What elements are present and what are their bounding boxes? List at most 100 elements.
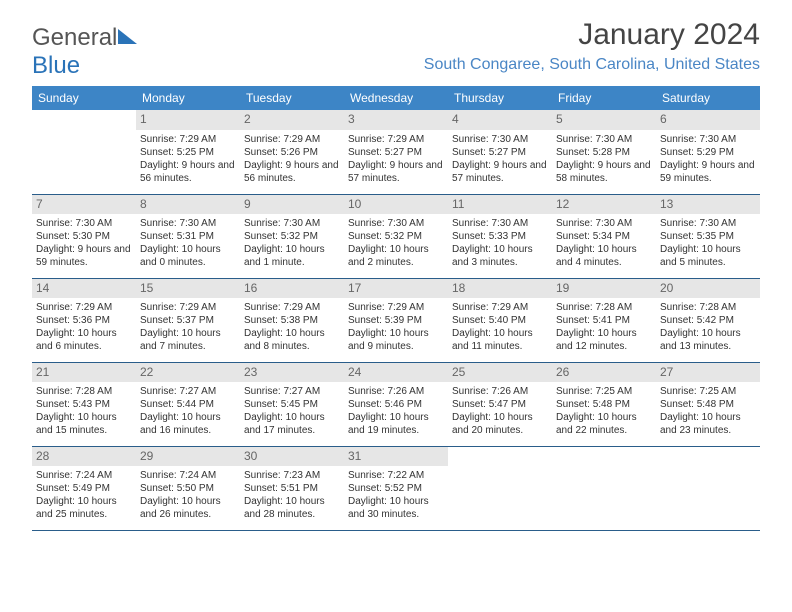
calendar-day-cell: 16Sunrise: 7:29 AMSunset: 5:38 PMDayligh…: [240, 278, 344, 362]
calendar-day-cell: 6 Sunrise: 7:30 AMSunset: 5:29 PMDaylight…: [656, 110, 760, 194]
calendar-day-cell: [552, 446, 656, 530]
day-header: Monday: [136, 86, 240, 110]
brand-part1: General: [32, 24, 117, 51]
brand-part2: Blue: [32, 52, 80, 79]
day-header: Thursday: [448, 86, 552, 110]
day-info: Sunrise: 7:27 AMSunset: 5:45 PMDaylight:…: [244, 385, 340, 437]
day-number: 30: [240, 447, 344, 467]
day-info: Sunrise: 7:30 AMSunset: 5:27 PMDaylight:…: [452, 133, 548, 185]
day-info: Sunrise: 7:25 AMSunset: 5:48 PMDaylight:…: [660, 385, 756, 437]
calendar-headers: SundayMondayTuesdayWednesdayThursdayFrid…: [32, 86, 760, 110]
day-header: Saturday: [656, 86, 760, 110]
calendar-day-cell: 30Sunrise: 7:23 AMSunset: 5:51 PMDayligh…: [240, 446, 344, 530]
brand-sail-icon: [117, 24, 139, 52]
day-info: Sunrise: 7:23 AMSunset: 5:51 PMDaylight:…: [244, 469, 340, 521]
calendar-table: SundayMondayTuesdayWednesdayThursdayFrid…: [32, 86, 760, 531]
day-info: Sunrise: 7:30 AMSunset: 5:32 PMDaylight:…: [244, 217, 340, 269]
day-info: Sunrise: 7:29 AMSunset: 5:40 PMDaylight:…: [452, 301, 548, 353]
calendar-day-cell: 13Sunrise: 7:30 AMSunset: 5:35 PMDayligh…: [656, 194, 760, 278]
day-info: Sunrise: 7:29 AMSunset: 5:36 PMDaylight:…: [36, 301, 132, 353]
day-info: Sunrise: 7:25 AMSunset: 5:48 PMDaylight:…: [556, 385, 652, 437]
day-number: 3: [344, 110, 448, 130]
calendar-day-cell: 5Sunrise: 7:30 AMSunset: 5:28 PMDaylight…: [552, 110, 656, 194]
calendar-week-row: 7Sunrise: 7:30 AMSunset: 5:30 PMDaylight…: [32, 194, 760, 278]
day-info: Sunrise: 7:29 AMSunset: 5:26 PMDaylight:…: [244, 133, 340, 185]
day-number: 9: [240, 195, 344, 215]
day-number: 20: [656, 279, 760, 299]
calendar-day-cell: 8Sunrise: 7:30 AMSunset: 5:31 PMDaylight…: [136, 194, 240, 278]
day-number: 31: [344, 447, 448, 467]
day-number: 17: [344, 279, 448, 299]
calendar-day-cell: 25Sunrise: 7:26 AMSunset: 5:47 PMDayligh…: [448, 362, 552, 446]
day-info: Sunrise: 7:29 AMSunset: 5:25 PMDaylight:…: [140, 133, 236, 185]
day-info: Sunrise: 7:29 AMSunset: 5:39 PMDaylight:…: [348, 301, 444, 353]
calendar-day-cell: 12Sunrise: 7:30 AMSunset: 5:34 PMDayligh…: [552, 194, 656, 278]
day-info: Sunrise: 7:30 AMSunset: 5:33 PMDaylight:…: [452, 217, 548, 269]
calendar-day-cell: 10Sunrise: 7:30 AMSunset: 5:32 PMDayligh…: [344, 194, 448, 278]
calendar-day-cell: 24Sunrise: 7:26 AMSunset: 5:46 PMDayligh…: [344, 362, 448, 446]
calendar-day-cell: 11Sunrise: 7:30 AMSunset: 5:33 PMDayligh…: [448, 194, 552, 278]
calendar-day-cell: 3Sunrise: 7:29 AMSunset: 5:27 PMDaylight…: [344, 110, 448, 194]
calendar-day-cell: 21Sunrise: 7:28 AMSunset: 5:43 PMDayligh…: [32, 362, 136, 446]
day-number: 12: [552, 195, 656, 215]
day-info: Sunrise: 7:28 AMSunset: 5:42 PMDaylight:…: [660, 301, 756, 353]
calendar-day-cell: 31Sunrise: 7:22 AMSunset: 5:52 PMDayligh…: [344, 446, 448, 530]
day-info: Sunrise: 7:30 AMSunset: 5:34 PMDaylight:…: [556, 217, 652, 269]
day-info: Sunrise: 7:29 AMSunset: 5:37 PMDaylight:…: [140, 301, 236, 353]
day-number: 21: [32, 363, 136, 383]
day-number: 7: [32, 195, 136, 215]
calendar-week-row: 21Sunrise: 7:28 AMSunset: 5:43 PMDayligh…: [32, 362, 760, 446]
month-title: January 2024: [424, 18, 760, 52]
day-header: Sunday: [32, 86, 136, 110]
calendar-day-cell: 20Sunrise: 7:28 AMSunset: 5:42 PMDayligh…: [656, 278, 760, 362]
day-info: Sunrise: 7:30 AMSunset: 5:29 PMDaylight:…: [660, 133, 756, 185]
day-number: 22: [136, 363, 240, 383]
calendar-day-cell: 27Sunrise: 7:25 AMSunset: 5:48 PMDayligh…: [656, 362, 760, 446]
day-number: 25: [448, 363, 552, 383]
day-number: 29: [136, 447, 240, 467]
calendar-day-cell: [656, 446, 760, 530]
day-info: Sunrise: 7:22 AMSunset: 5:52 PMDaylight:…: [348, 469, 444, 521]
brand-text: GeneralBlue: [32, 24, 139, 80]
day-info: Sunrise: 7:30 AMSunset: 5:32 PMDaylight:…: [348, 217, 444, 269]
location-text: South Congaree, South Carolina, United S…: [424, 56, 760, 74]
day-info: Sunrise: 7:24 AMSunset: 5:49 PMDaylight:…: [36, 469, 132, 521]
day-number: 2: [240, 110, 344, 130]
calendar-day-cell: 28Sunrise: 7:24 AMSunset: 5:49 PMDayligh…: [32, 446, 136, 530]
calendar-body: 1Sunrise: 7:29 AMSunset: 5:25 PMDaylight…: [32, 110, 760, 530]
day-header: Tuesday: [240, 86, 344, 110]
day-number: 10: [344, 195, 448, 215]
day-number: 18: [448, 279, 552, 299]
calendar-day-cell: 23Sunrise: 7:27 AMSunset: 5:45 PMDayligh…: [240, 362, 344, 446]
day-header: Wednesday: [344, 86, 448, 110]
day-info: Sunrise: 7:28 AMSunset: 5:41 PMDaylight:…: [556, 301, 652, 353]
calendar-day-cell: 26Sunrise: 7:25 AMSunset: 5:48 PMDayligh…: [552, 362, 656, 446]
day-number: 28: [32, 447, 136, 467]
page-header: GeneralBlue January 2024 South Congaree,…: [32, 18, 760, 80]
calendar-day-cell: 7Sunrise: 7:30 AMSunset: 5:30 PMDaylight…: [32, 194, 136, 278]
calendar-day-cell: [448, 446, 552, 530]
calendar-day-cell: 22Sunrise: 7:27 AMSunset: 5:44 PMDayligh…: [136, 362, 240, 446]
day-info: Sunrise: 7:30 AMSunset: 5:28 PMDaylight:…: [556, 133, 652, 185]
day-number: 11: [448, 195, 552, 215]
title-block: January 2024 South Congaree, South Carol…: [424, 18, 760, 74]
calendar-day-cell: 9Sunrise: 7:30 AMSunset: 5:32 PMDaylight…: [240, 194, 344, 278]
day-number: 6: [656, 110, 760, 130]
calendar-day-cell: 19Sunrise: 7:28 AMSunset: 5:41 PMDayligh…: [552, 278, 656, 362]
calendar-week-row: 28Sunrise: 7:24 AMSunset: 5:49 PMDayligh…: [32, 446, 760, 530]
day-number: 24: [344, 363, 448, 383]
calendar-week-row: 14Sunrise: 7:29 AMSunset: 5:36 PMDayligh…: [32, 278, 760, 362]
day-number: 19: [552, 279, 656, 299]
day-info: Sunrise: 7:30 AMSunset: 5:31 PMDaylight:…: [140, 217, 236, 269]
day-header: Friday: [552, 86, 656, 110]
day-number: 14: [32, 279, 136, 299]
day-number: 16: [240, 279, 344, 299]
day-number: 23: [240, 363, 344, 383]
day-number: 26: [552, 363, 656, 383]
day-info: Sunrise: 7:27 AMSunset: 5:44 PMDaylight:…: [140, 385, 236, 437]
day-info: Sunrise: 7:26 AMSunset: 5:47 PMDaylight:…: [452, 385, 548, 437]
brand-logo: GeneralBlue: [32, 24, 139, 80]
day-number: 15: [136, 279, 240, 299]
day-info: Sunrise: 7:24 AMSunset: 5:50 PMDaylight:…: [140, 469, 236, 521]
day-info: Sunrise: 7:30 AMSunset: 5:35 PMDaylight:…: [660, 217, 756, 269]
